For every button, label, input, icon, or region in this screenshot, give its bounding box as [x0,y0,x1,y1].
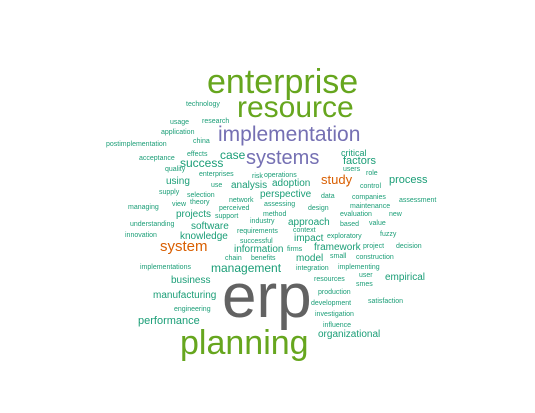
word-innovation: innovation [125,232,157,239]
word-integration: integration [296,265,329,272]
word-risk: risk [252,173,263,180]
word-knowledge: knowledge [180,232,228,242]
word-companies: companies [352,194,386,201]
word-value: value [369,220,386,227]
word-postimplementation: postimplementation [106,141,167,148]
word-effects: effects [187,151,208,158]
word-projects: projects [176,210,211,220]
word-information: information [234,245,283,255]
word-analysis: analysis [231,181,267,191]
word-erp: erp [222,266,312,328]
word-resource: resource [237,93,354,123]
word-empirical: empirical [385,273,425,283]
word-using: using [166,177,190,187]
word-successful: successful [240,238,273,245]
word-framework: framework [314,243,361,253]
word-implementations: implementations [140,264,191,271]
word-model: model [296,254,323,264]
word-supply: supply [159,189,179,196]
word-benefits: benefits [251,255,276,262]
word-technology: technology [186,101,220,108]
word-china: china [193,138,210,145]
word-management: management [211,262,281,274]
word-maintenance: maintenance [350,203,390,210]
word-assessment: assessment [399,197,436,204]
word-selection: selection [187,192,215,199]
word-new: new [389,211,402,218]
word-usage: usage [170,119,189,126]
word-enterprises: enterprises [199,171,234,178]
word-construction: construction [356,254,394,261]
word-firms: firms [287,246,302,253]
word-understanding: understanding [130,221,174,228]
word-method: method [263,211,286,218]
word-role: role [366,170,378,177]
word-use: use [211,182,222,189]
word-planning: planning [180,326,309,360]
word-manufacturing: manufacturing [153,291,216,301]
word-design: design [308,205,329,212]
word-industry: industry [250,218,275,225]
word-organizational: organizational [318,330,380,340]
word-support: support [215,213,238,220]
word-implementation: implementation [218,124,360,145]
word-implementing: implementing [338,264,380,271]
word-adoption: adoption [272,179,310,189]
word-smes: smes [356,281,373,288]
word-view: view [172,201,186,208]
word-small: small [330,253,346,260]
word-assessing: assessing [264,201,295,208]
word-chain: chain [225,255,242,262]
word-quality: quality [165,166,185,173]
word-users: users [343,166,360,173]
word-process: process [389,175,428,186]
word-performance: performance [138,316,200,327]
word-influence: influence [323,322,351,329]
word-data: data [321,193,335,200]
word-decision: decision [396,243,422,250]
word-fuzzy: fuzzy [380,231,396,238]
word-managing: managing [128,204,159,211]
word-requirements: requirements [237,228,278,235]
word-context: context [293,227,316,234]
word-investigation: investigation [315,311,354,318]
word-control: control [360,183,381,190]
word-systems: systems [246,148,319,168]
word-based: based [340,221,359,228]
word-critical: critical [341,149,367,158]
word-case: case [220,149,245,161]
word-satisfaction: satisfaction [368,298,403,305]
word-development: development [311,300,351,307]
word-business: business [171,276,210,286]
word-operations: operations [264,172,297,179]
word-network: network [229,197,254,204]
word-production: production [318,289,351,296]
word-acceptance: acceptance [139,155,175,162]
word-evaluation: evaluation [340,211,372,218]
word-study: study [321,173,352,186]
word-engineering: engineering [174,306,211,313]
word-perceived: perceived [219,205,249,212]
word-project: project [363,243,384,250]
word-user: user [359,272,373,279]
word-research: research [202,118,229,125]
word-resources: resources [314,276,345,283]
word-success: success [180,157,223,169]
word-exploratory: exploratory [327,233,362,240]
word-theory: theory [190,199,209,206]
word-perspective: perspective [260,190,311,200]
word-application: application [161,129,194,136]
